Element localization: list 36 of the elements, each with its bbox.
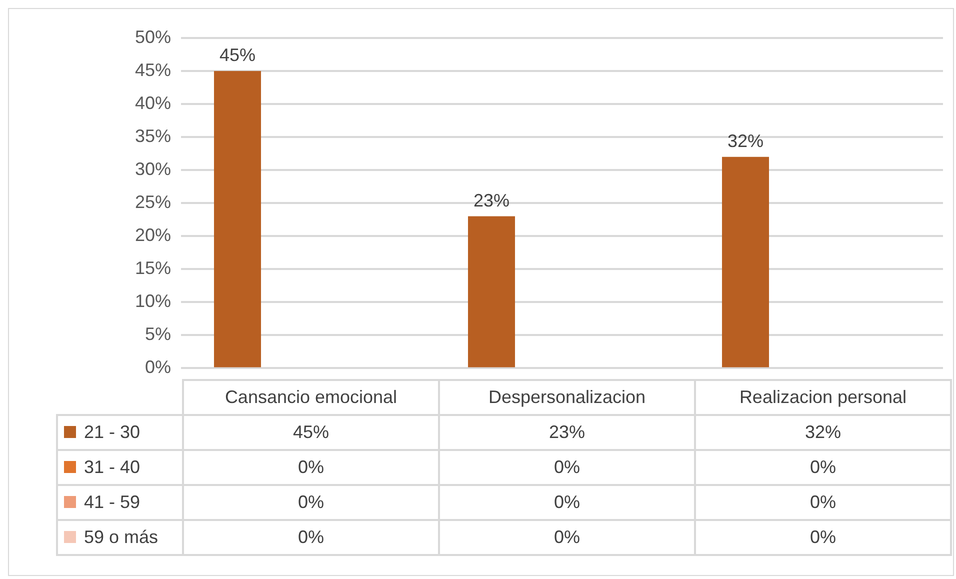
x-tick-label: Cansancio emocional	[183, 380, 439, 415]
y-tick-label: 10%	[134, 291, 171, 312]
y-tick-label: 0%	[144, 357, 171, 378]
data-label: 0%	[695, 520, 951, 555]
y-tick-label: 35%	[134, 126, 171, 146]
legend-label: 21 - 30	[84, 422, 140, 442]
y-tick-label: 5%	[144, 324, 171, 344]
y-tick-label: 45%	[134, 60, 171, 80]
legend-label: 41 - 59	[84, 492, 140, 512]
data-label: 0%	[183, 485, 439, 520]
bar	[722, 156, 769, 368]
y-tick-label: 50%	[134, 26, 171, 47]
bar	[214, 71, 261, 368]
data-label: 0%	[183, 520, 439, 555]
data-label: 0%	[439, 450, 695, 485]
data-label: 32%	[695, 415, 951, 450]
bar	[468, 216, 515, 368]
data-label: 23%	[439, 415, 695, 450]
data-label: 0%	[183, 450, 439, 485]
data-label: 0%	[439, 485, 695, 520]
data-label: 0%	[695, 485, 951, 520]
x-tick-label: Despersonalizacion	[439, 380, 695, 415]
y-tick-label: 15%	[134, 258, 171, 278]
data-label: 0%	[695, 450, 951, 485]
y-tick-label: 30%	[134, 159, 171, 180]
x-tick-label: Realizacion personal	[695, 380, 951, 415]
y-tick-label: 40%	[134, 93, 171, 114]
legend-label: 31 - 40	[84, 457, 140, 477]
text: 45%	[219, 44, 256, 65]
y-tick-label: 20%	[134, 225, 171, 246]
legend-label: 59 o más	[84, 527, 158, 547]
data-label: 0%	[439, 520, 695, 555]
text: 32%	[727, 130, 764, 151]
y-tick-label: 25%	[134, 192, 171, 212]
data-label: 45%	[183, 415, 439, 450]
text: 23%	[473, 190, 510, 210]
